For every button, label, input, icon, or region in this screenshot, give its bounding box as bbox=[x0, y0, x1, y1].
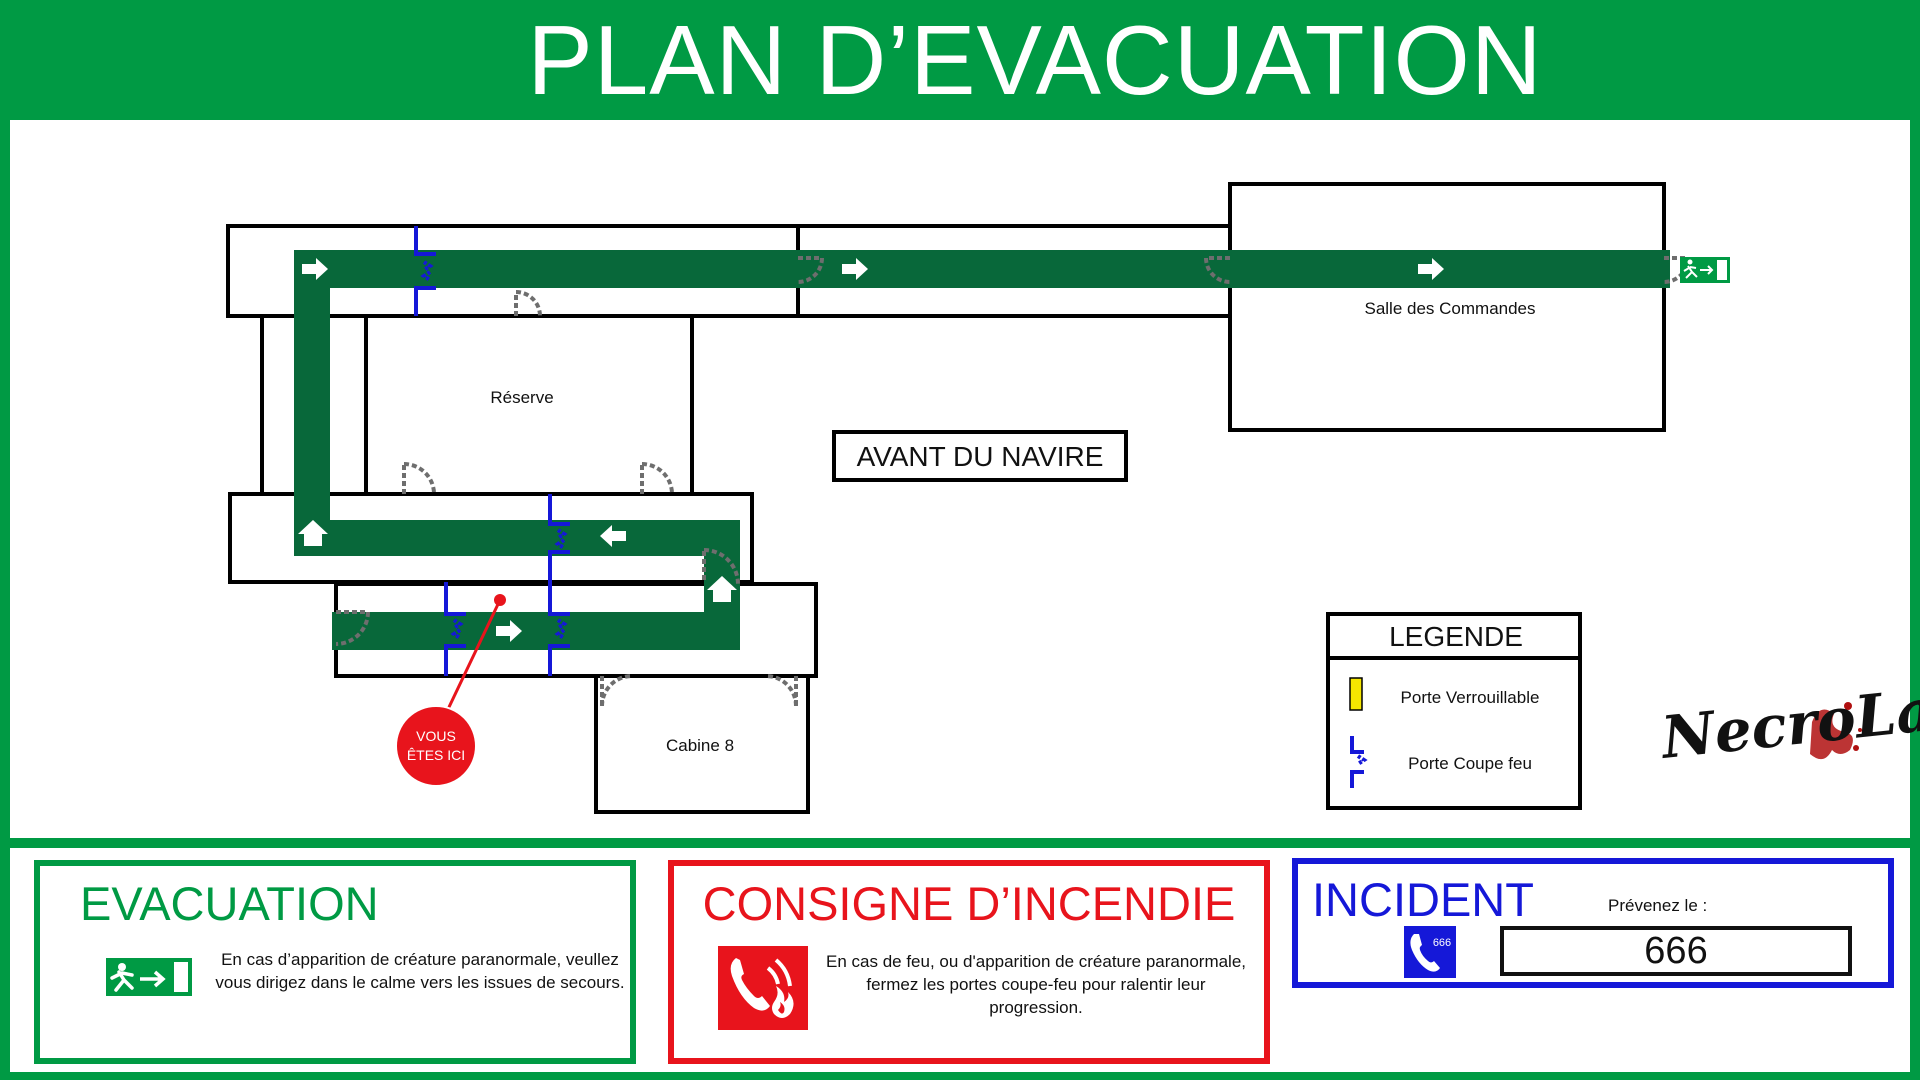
evacuation-panel: EVACUATION En cas d’apparition de créatu… bbox=[34, 860, 636, 1064]
phone-icon-number: 666 bbox=[1433, 937, 1451, 949]
frame-left bbox=[0, 120, 10, 1080]
phone-number-box: 666 bbox=[1500, 926, 1852, 976]
evacuation-text: En cas d’apparition de créature paranorm… bbox=[215, 950, 625, 992]
locked-door-icon bbox=[1349, 677, 1363, 711]
frame-right bbox=[1910, 120, 1920, 1080]
incendie-text: En cas de feu, ou d'apparition de créatu… bbox=[826, 952, 1247, 1017]
necrolab-logo: NecroLab bbox=[1656, 672, 1920, 773]
you-are-here-line1: VOUS bbox=[416, 728, 456, 744]
incident-heading: INCIDENT bbox=[1312, 873, 1534, 926]
phone-icon: 666 bbox=[1404, 926, 1456, 978]
legend-title: LEGENDE bbox=[1389, 621, 1523, 652]
direction-label: AVANT DU NAVIRE bbox=[857, 441, 1104, 472]
frame-divider bbox=[0, 838, 1920, 848]
fire-door-icon bbox=[548, 582, 570, 676]
fire-door-icon bbox=[444, 582, 466, 676]
incendie-heading: CONSIGNE D’INCENDIE bbox=[702, 877, 1236, 930]
frame-bottom bbox=[0, 1072, 1920, 1080]
legend-item-locked: Porte Verrouillable bbox=[1401, 688, 1540, 707]
legend: LEGENDE Porte Verrouillable Porte Coupe … bbox=[1326, 612, 1582, 810]
direction-box bbox=[832, 430, 1128, 482]
incendie-panel: CONSIGNE D’INCENDIE En cas de feu, ou d'… bbox=[668, 860, 1270, 1064]
arrow-right-icon bbox=[1418, 258, 1444, 280]
you-are-here-marker: VOUS ÊTES ICI bbox=[395, 594, 506, 787]
prevenez-label: Prévenez le : bbox=[1608, 896, 1708, 915]
incident-panel: INCIDENT Prévenez le : 666 666 bbox=[1292, 858, 1894, 988]
fire-phone-icon bbox=[718, 946, 808, 1030]
exit-sign-plan bbox=[1680, 257, 1730, 283]
header-bar bbox=[0, 0, 1920, 120]
page-title: PLAN D’EVACUATION bbox=[527, 5, 1543, 115]
arrow-right-icon bbox=[302, 258, 328, 280]
arrow-left-icon bbox=[600, 525, 626, 547]
fire-doors bbox=[414, 226, 570, 676]
room-label-cabine: Cabine 8 bbox=[666, 736, 734, 755]
arrow-up-icon bbox=[707, 576, 737, 602]
arrow-right-icon bbox=[496, 620, 522, 642]
arrow-right-icon bbox=[842, 258, 868, 280]
arrow-up-icon bbox=[298, 520, 328, 546]
fire-door-icon bbox=[548, 494, 570, 582]
fire-door-icon bbox=[414, 226, 436, 316]
evacuation-heading: EVACUATION bbox=[80, 877, 379, 930]
route-arrows bbox=[298, 258, 1444, 642]
room-label-salle-commandes: Salle des Commandes bbox=[1364, 299, 1535, 318]
room-label-reserve: Réserve bbox=[490, 388, 553, 407]
logo-text: NecroLab bbox=[1656, 672, 1920, 773]
you-are-here-line2: ÊTES ICI bbox=[407, 747, 465, 763]
evacuation-route bbox=[294, 250, 1670, 650]
fire-door-icon bbox=[1350, 736, 1368, 788]
floor-plan: Réserve Salle des Commandes Cabine 8 AVA… bbox=[226, 182, 1920, 814]
emergency-exit-icon bbox=[106, 958, 192, 996]
legend-item-fire-door: Porte Coupe feu bbox=[1408, 754, 1532, 773]
